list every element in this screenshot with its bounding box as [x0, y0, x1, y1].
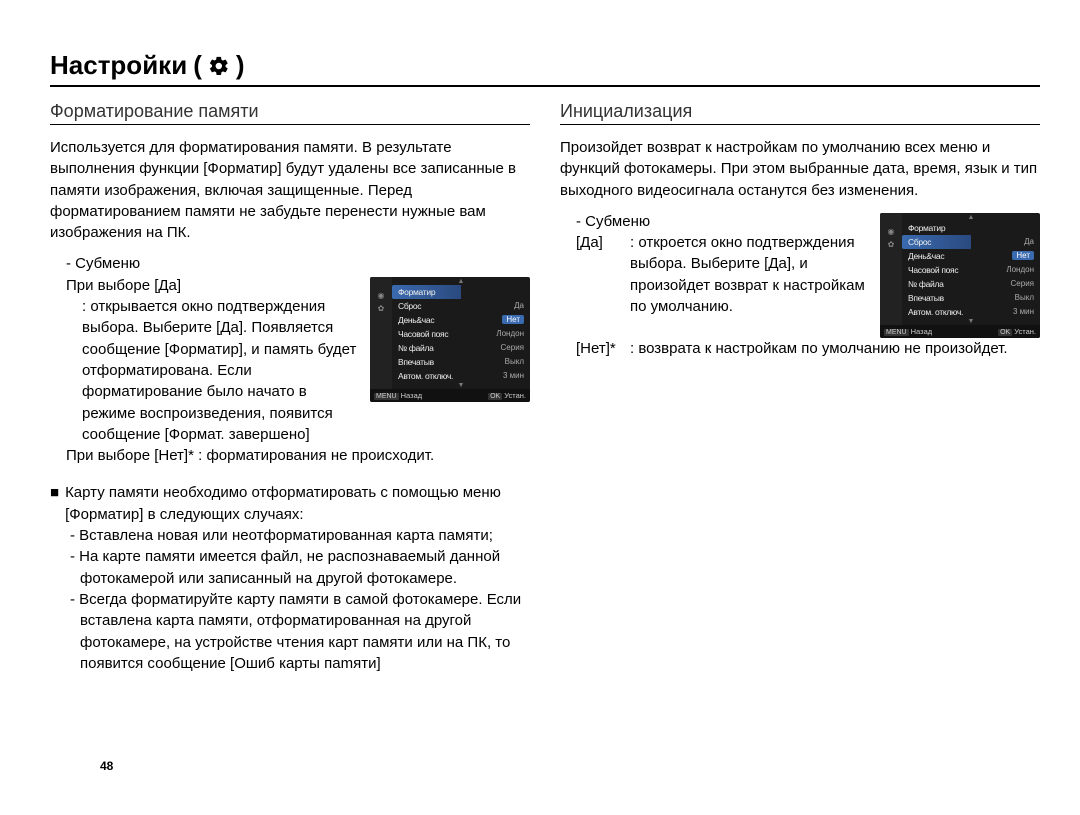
- no-choice-desc: : форматирования не происходит.: [194, 447, 434, 464]
- right-no-key: [Нет]*: [576, 338, 630, 359]
- right-submenu-label: - Субменю: [560, 211, 872, 232]
- menu-row: Часовой поясЛондон: [392, 327, 530, 341]
- gear-icon: [208, 55, 230, 77]
- paren-open: (: [193, 50, 202, 81]
- menu-row: Автом. отключ.3 мин: [392, 369, 530, 383]
- menu-row: Автом. отключ.3 мин: [902, 305, 1040, 319]
- menu-row: ВпечатывВыкл: [902, 291, 1040, 305]
- yes-choice-label: При выборе [Да]: [50, 275, 362, 296]
- menu-row: День&часНет: [902, 249, 1040, 263]
- caret-down-icon: ▼: [902, 319, 1040, 325]
- menu-row: № файлаСерия: [902, 277, 1040, 291]
- no-choice-label: При выборе [Нет]*: [66, 447, 194, 464]
- page-number: 48: [100, 759, 113, 773]
- menu-row: Форматир: [392, 285, 530, 299]
- format-bullet: ■ Карту памяти необходимо отформатироват…: [50, 482, 530, 525]
- yes-choice-desc: : открывается окно подтверждения выбора.…: [50, 296, 362, 445]
- camera-menu-screenshot-2: ◉ ✿ ▲ Форматир СбросДа День&часНет Часов…: [880, 213, 1040, 338]
- menu-row: СбросДа: [392, 299, 530, 313]
- right-yes-desc: : откроется окно подтверждения выбора. В…: [630, 232, 872, 317]
- cam-footer: MENUНазад OKУстан.: [880, 325, 1040, 338]
- right-submenu-block: - Субменю [Да] : откроется окно подтверж…: [560, 211, 1040, 338]
- case-1: - Вставлена новая или неотформатированна…: [66, 525, 530, 546]
- content-columns: Форматирование памяти Используется для ф…: [50, 101, 1040, 674]
- left-intro: Используется для форматирования памяти. …: [50, 137, 530, 243]
- gear-icon: ✿: [888, 240, 895, 249]
- right-yes-key: [Да]: [576, 232, 630, 317]
- menu-row: Часовой поясЛондон: [902, 263, 1040, 277]
- left-yes-block: При выборе [Да] : открывается окно подтв…: [50, 275, 530, 445]
- caret-down-icon: ▼: [392, 383, 530, 389]
- camera-icon: ◉: [378, 291, 385, 300]
- right-no-row: [Нет]* : возврата к настройкам по умолча…: [560, 338, 1040, 359]
- caret-up-icon: ▲: [392, 279, 530, 285]
- left-submenu-label: - Субменю: [50, 253, 530, 274]
- right-heading: Инициализация: [560, 101, 1040, 125]
- right-no-desc: : возврата к настройкам по умолчанию не …: [630, 338, 1040, 359]
- left-heading: Форматирование памяти: [50, 101, 530, 125]
- gear-icon: ✿: [378, 304, 385, 313]
- case-3: - Всегда форматируйте карту памяти в сам…: [66, 589, 530, 674]
- title-text: Настройки: [50, 50, 187, 81]
- cam-side-icons: ◉ ✿: [370, 277, 392, 389]
- cam-footer: MENUНазад OKУстан.: [370, 389, 530, 402]
- paren-close: ): [236, 50, 245, 81]
- right-intro: Произойдет возврат к настройкам по умолч…: [560, 137, 1040, 201]
- case-2: - На карте памяти имеется файл, не распо…: [66, 546, 530, 589]
- cases: - Вставлена новая или неотформатированна…: [50, 525, 530, 674]
- left-column: Форматирование памяти Используется для ф…: [50, 101, 530, 674]
- cam-side-icons: ◉ ✿: [880, 213, 902, 325]
- right-column: Инициализация Произойдет возврат к настр…: [560, 101, 1040, 674]
- square-bullet-icon: ■: [50, 482, 59, 525]
- camera-icon: ◉: [888, 227, 895, 236]
- page-title: Настройки ( ): [50, 50, 1040, 87]
- menu-row: День&часНет: [392, 313, 530, 327]
- no-choice-row: При выборе [Нет]* : форматирования не пр…: [50, 445, 530, 466]
- camera-menu-screenshot-1: ◉ ✿ ▲ Форматир СбросДа День&часНет Часов…: [370, 277, 530, 402]
- bullet-text: Карту памяти необходимо отформатировать …: [65, 482, 530, 525]
- menu-row: Форматир: [902, 221, 1040, 235]
- menu-row: СбросДа: [902, 235, 1040, 249]
- menu-row: ВпечатывВыкл: [392, 355, 530, 369]
- menu-row: № файлаСерия: [392, 341, 530, 355]
